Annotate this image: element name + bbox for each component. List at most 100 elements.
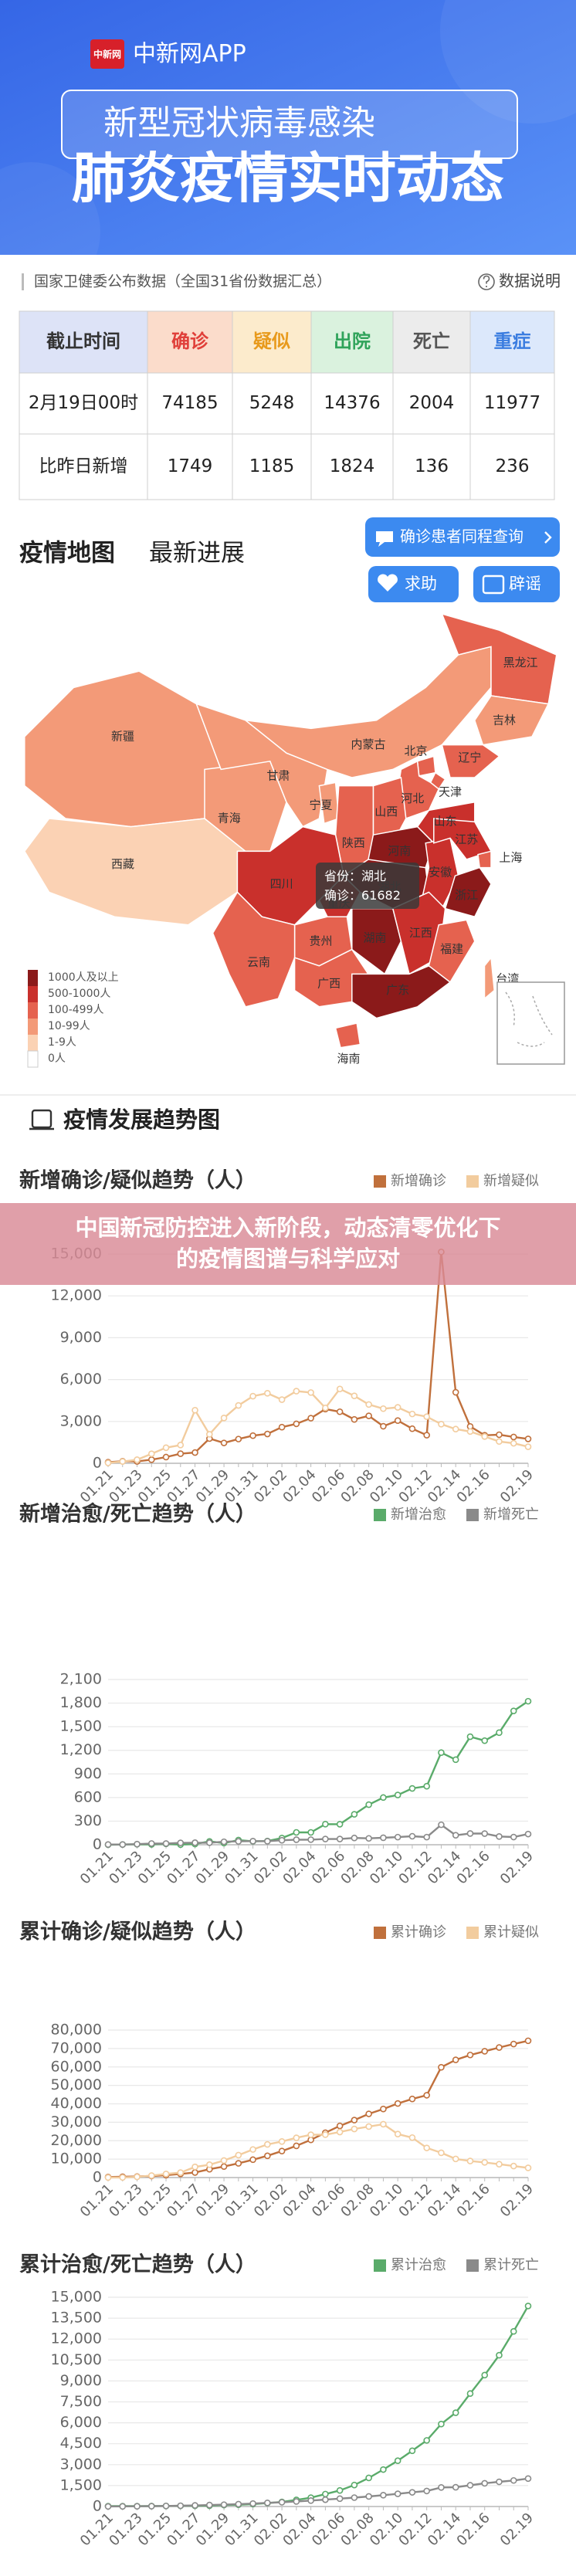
region-label: 内蒙古 xyxy=(351,737,385,751)
data-point xyxy=(452,1832,459,1839)
map-legend-label: 1000人及以上 xyxy=(48,971,119,984)
table-cell-text: 236 xyxy=(496,456,530,476)
data-point xyxy=(351,2125,358,2133)
y-tick-label: 0 xyxy=(93,1836,102,1853)
map-region xyxy=(212,891,296,1008)
data-point xyxy=(408,2095,416,2103)
data-point xyxy=(336,2486,344,2494)
data-point xyxy=(264,1430,271,1438)
data-point xyxy=(264,1390,271,1397)
y-tick-label: 13,500 xyxy=(51,2310,102,2327)
data-point xyxy=(496,1438,503,1446)
data-point xyxy=(177,2169,185,2176)
data-point xyxy=(423,2487,430,2495)
data-point xyxy=(307,1836,314,1843)
help-icon[interactable] xyxy=(478,273,495,290)
table-header-text: 疑似 xyxy=(253,330,290,352)
banner-text: 新型冠状病毒感染 xyxy=(103,103,375,143)
source-text: 国家卫健委公布数据（全国31省份数据汇总） xyxy=(34,273,331,290)
data-point xyxy=(423,2092,430,2099)
table-cell-text: 2月19日00时 xyxy=(29,393,138,413)
data-point xyxy=(278,2147,286,2154)
data-point xyxy=(510,1439,517,1447)
data-point xyxy=(394,1791,402,1798)
y-tick-label: 4,500 xyxy=(60,2435,102,2452)
data-point xyxy=(220,1439,228,1446)
data-point xyxy=(380,1405,387,1412)
data-point xyxy=(119,2503,127,2510)
data-point xyxy=(104,1459,112,1466)
data-point xyxy=(408,1410,416,1418)
map-legend-swatch xyxy=(27,1050,39,1068)
table-cell-text: 比昨日新增 xyxy=(39,456,128,476)
data-point xyxy=(351,1811,358,1818)
data-point xyxy=(336,1385,344,1393)
data-point xyxy=(496,2161,503,2168)
region-label: 吉林 xyxy=(493,713,516,727)
data-point xyxy=(438,2063,445,2071)
region-label: 山西 xyxy=(374,805,398,819)
data-point xyxy=(380,2120,387,2128)
table-header-text: 截止时间 xyxy=(46,330,120,352)
table-cell xyxy=(232,433,312,500)
table-cell-text: 11977 xyxy=(484,393,540,413)
data-point xyxy=(235,1402,242,1409)
data-point xyxy=(191,1406,198,1414)
data-point xyxy=(119,1458,127,1465)
query-button[interactable] xyxy=(365,517,560,557)
series-line xyxy=(107,1700,529,1846)
y-tick-label: 60,000 xyxy=(51,2058,102,2075)
data-point xyxy=(466,2482,474,2489)
table-header-cell xyxy=(232,310,312,374)
y-tick-label: 12,000 xyxy=(51,1287,102,1304)
data-point xyxy=(466,1733,474,1740)
map-region xyxy=(473,695,550,746)
data-point xyxy=(249,2156,256,2164)
region-label: 河北 xyxy=(401,791,424,805)
data-point xyxy=(510,1433,517,1441)
data-point xyxy=(351,2117,358,2124)
data-point xyxy=(119,1841,127,1848)
data-point xyxy=(235,2500,242,2508)
legend-label: 新增确诊 xyxy=(391,1173,446,1189)
data-point xyxy=(380,2466,387,2473)
y-tick-label: 10,000 xyxy=(51,2151,102,2168)
rumor-icon xyxy=(482,575,505,595)
y-tick-label: 0 xyxy=(93,2169,102,2186)
data-point xyxy=(264,1838,271,1845)
legend-swatch xyxy=(466,1175,479,1188)
table-cell-text: 1749 xyxy=(168,456,213,476)
region-label: 山东 xyxy=(434,815,457,829)
series-line xyxy=(108,2305,530,2507)
data-point xyxy=(220,1838,228,1846)
y-tick-label: 9,000 xyxy=(60,1329,102,1346)
table-cell-text: 5248 xyxy=(249,393,295,413)
data-point xyxy=(452,2483,459,2491)
data-point xyxy=(408,2489,416,2496)
data-point xyxy=(293,1420,300,1428)
region-label: 青海 xyxy=(218,812,241,825)
table-cell-text: 136 xyxy=(415,456,449,476)
data-point xyxy=(452,2409,459,2416)
x-tick-label: 02.19 xyxy=(497,2181,537,2220)
data-point xyxy=(524,2475,532,2483)
data-point xyxy=(147,1456,155,1463)
data-point xyxy=(307,1829,314,1836)
x-tick-label: 02.19 xyxy=(497,1466,537,1506)
data-point xyxy=(336,2128,344,2136)
y-tick-label: 900 xyxy=(74,1765,102,1782)
table-cell-text: 1824 xyxy=(330,456,375,476)
data-point xyxy=(147,2503,155,2510)
help-link[interactable]: 数据说明 xyxy=(499,272,561,290)
table-cell xyxy=(147,433,233,500)
tooltip-line: 确诊：61682 xyxy=(324,888,401,903)
source-bar xyxy=(22,273,24,290)
data-point xyxy=(249,1432,256,1439)
data-point xyxy=(134,2173,141,2181)
map-legend-swatch xyxy=(28,1002,38,1019)
tooltip-text: 省份： xyxy=(324,869,361,883)
region-label: 海南 xyxy=(337,1052,361,1066)
map-legend-label: 500-1000人 xyxy=(48,988,110,1000)
logo-mark xyxy=(90,39,124,69)
